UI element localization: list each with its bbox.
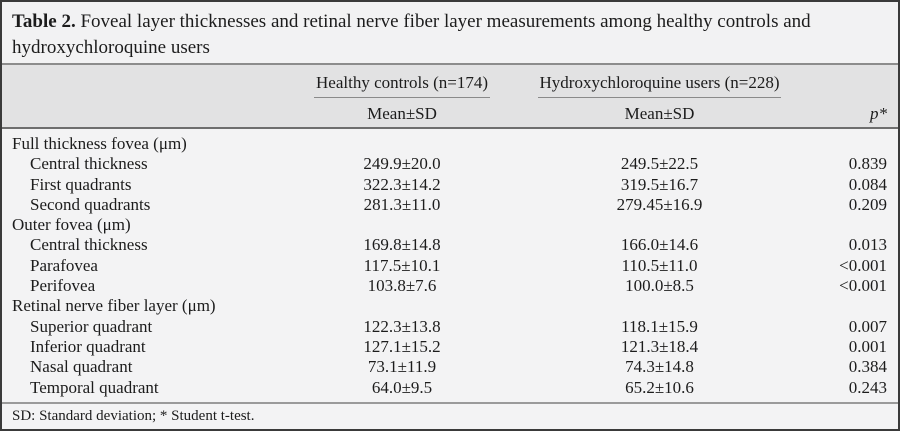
section-header-row: Full thickness fovea (μm) <box>2 134 898 154</box>
group-hcq-users: Hydroxychloroquine users (n=228) <box>507 73 812 98</box>
section-header-row: Retinal nerve fiber layer (μm) <box>2 296 898 316</box>
group-healthy-controls: Healthy controls (n=174) <box>297 73 507 98</box>
hcq-mean-sd: 100.0±8.5 <box>625 276 694 296</box>
table-row: Central thickness 249.9±20.0 249.5±22.5 … <box>2 154 898 174</box>
p-value: 0.209 <box>848 194 887 214</box>
section-header-row: Outer fovea (μm) <box>2 215 898 235</box>
row-label: Parafovea <box>30 255 98 275</box>
subheader-mean-sd-healthy: Mean±SD <box>367 104 437 123</box>
table-row: Second quadrants 281.3±11.0 279.45±16.9 … <box>2 195 898 215</box>
row-label: Nasal quadrant <box>30 357 133 377</box>
table-row: Parafovea 117.5±10.1 110.5±11.0 <0.001 <box>2 256 898 276</box>
table-row: Superior quadrant 122.3±13.8 118.1±15.9 … <box>2 317 898 337</box>
hcq-mean-sd: 110.5±11.0 <box>621 255 698 275</box>
healthy-mean-sd: 281.3±11.0 <box>363 194 441 214</box>
table-row: Perifovea 103.8±7.6 100.0±8.5 <0.001 <box>2 276 898 296</box>
healthy-mean-sd: 117.5±10.1 <box>363 255 441 275</box>
table-row: Nasal quadrant 73.1±11.9 74.3±14.8 0.384 <box>2 357 898 377</box>
p-value: 0.084 <box>848 174 887 194</box>
row-label: Second quadrants <box>30 194 151 214</box>
row-label: Superior quadrant <box>30 316 153 336</box>
row-label: Temporal quadrant <box>30 377 159 397</box>
p-value: 0.007 <box>848 316 887 336</box>
table-body: Full thickness fovea (μm) Central thickn… <box>2 129 898 402</box>
healthy-mean-sd: 322.3±14.2 <box>363 174 441 194</box>
hcq-mean-sd: 319.5±16.7 <box>620 174 699 194</box>
section-header: Retinal nerve fiber layer (μm) <box>12 296 216 316</box>
table-row: Central thickness 169.8±14.8 166.0±14.6 … <box>2 235 898 255</box>
spacer-cell <box>2 104 297 124</box>
table-header: Healthy controls (n=174) Hydroxychloroqu… <box>2 65 898 129</box>
healthy-mean-sd: 122.3±13.8 <box>363 316 441 336</box>
hcq-mean-sd: 65.2±10.6 <box>625 377 694 397</box>
table-row: First quadrants 322.3±14.2 319.5±16.7 0.… <box>2 175 898 195</box>
hcq-mean-sd: 279.45±16.9 <box>616 194 703 214</box>
table-caption-text: Foveal layer thicknesses and retinal ner… <box>12 11 811 58</box>
p-value: 0.384 <box>848 357 887 377</box>
hcq-mean-sd: 118.1±15.9 <box>621 316 698 336</box>
hcq-mean-sd: 121.3±18.4 <box>620 336 699 356</box>
row-label: Central thickness <box>30 154 148 174</box>
hcq-mean-sd: 249.5±22.5 <box>620 154 699 174</box>
row-label: First quadrants <box>30 174 132 194</box>
group-hcq-users-label: Hydroxychloroquine users (n=228) <box>537 73 782 98</box>
p-value: 0.013 <box>848 235 887 255</box>
spacer-cell <box>812 73 898 98</box>
table-number: Table 2. <box>12 11 76 32</box>
subheader-row: Mean±SD Mean±SD p* <box>2 104 898 124</box>
row-label: Perifovea <box>30 276 96 296</box>
p-value: 0.243 <box>848 377 887 397</box>
healthy-mean-sd: 73.1±11.9 <box>367 357 437 377</box>
hcq-mean-sd: 74.3±14.8 <box>625 357 694 377</box>
section-header: Outer fovea (μm) <box>12 215 131 235</box>
healthy-mean-sd: 127.1±15.2 <box>363 336 441 356</box>
group-healthy-controls-label: Healthy controls (n=174) <box>314 73 490 98</box>
row-label: Inferior quadrant <box>30 336 146 356</box>
healthy-mean-sd: 169.8±14.8 <box>363 235 441 255</box>
table-row: Inferior quadrant 127.1±15.2 121.3±18.4 … <box>2 337 898 357</box>
row-label: Central thickness <box>30 235 148 255</box>
healthy-mean-sd: 103.8±7.6 <box>367 276 437 296</box>
subheader-mean-sd-hcq: Mean±SD <box>624 104 695 123</box>
healthy-mean-sd: 64.0±9.5 <box>371 377 433 397</box>
section-header: Full thickness fovea (μm) <box>12 134 187 153</box>
group-header-row: Healthy controls (n=174) Hydroxychloroqu… <box>2 73 898 98</box>
healthy-mean-sd: 249.9±20.0 <box>363 154 441 174</box>
p-value: <0.001 <box>839 255 887 275</box>
p-value: 0.839 <box>848 154 887 174</box>
table-footnote: SD: Standard deviation; * Student t-test… <box>2 402 898 429</box>
table-row: Temporal quadrant 64.0±9.5 65.2±10.6 0.2… <box>2 378 898 398</box>
table-caption: Table 2. Foveal layer thicknesses and re… <box>2 2 898 65</box>
hcq-mean-sd: 166.0±14.6 <box>620 235 699 255</box>
p-value-column-header: p* <box>870 104 887 123</box>
p-value: <0.001 <box>839 276 887 296</box>
p-value: 0.001 <box>848 336 887 356</box>
spacer-cell <box>2 73 297 98</box>
